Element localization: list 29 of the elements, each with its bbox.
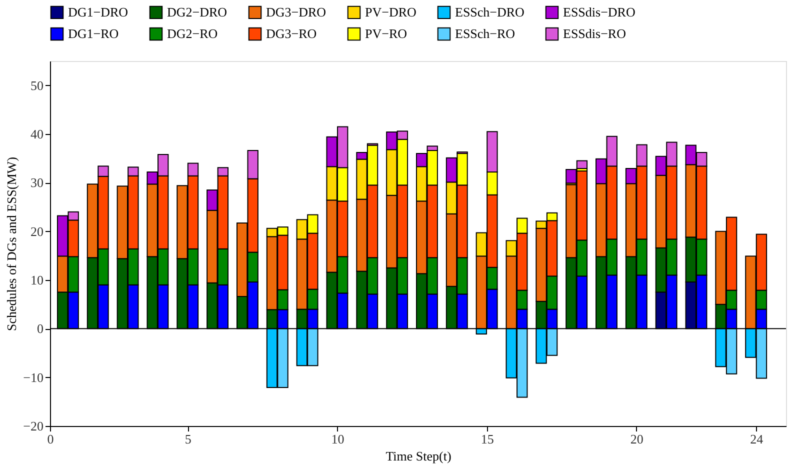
y-tick-label: 20: [30, 224, 44, 239]
legend-label: ESSdis−DRO: [563, 4, 636, 20]
legend-label: DG3−DRO: [266, 4, 326, 20]
x-tick-label: 15: [480, 432, 494, 446]
legend-label: DG1−DRO: [68, 4, 128, 20]
y-tick-label: 30: [30, 175, 44, 190]
legend-label: DG1−RO: [68, 26, 119, 41]
y-tick-label: −10: [23, 370, 44, 385]
y-tick-label: 40: [30, 126, 44, 142]
x-tick-label: 10: [331, 432, 344, 446]
y-tick-label: 0: [37, 321, 44, 336]
legend-label: DG2−DRO: [167, 4, 228, 20]
x-axis-title: Time Step(t): [386, 448, 452, 464]
x-tick-label: 24: [750, 432, 764, 446]
legend-label: PV−RO: [365, 26, 408, 41]
y-tick-label: 10: [30, 272, 44, 288]
x-tick-label: 5: [184, 432, 192, 446]
x-tick-label: 20: [630, 432, 644, 446]
y-tick-label: 50: [30, 78, 44, 93]
y-axis-title: Schedules of DGs and ESS(MW): [4, 156, 20, 332]
bar: [576, 160, 588, 170]
legend-label: DG2−RO: [167, 26, 218, 41]
y-tick-label: −20: [23, 418, 44, 434]
legend-label: ESSch−RO: [455, 26, 516, 41]
legend-label: ESSdis−RO: [563, 26, 626, 41]
legend-label: PV−DRO: [365, 4, 416, 20]
x-tick-label: 0: [47, 432, 54, 446]
legend-label: DG3−RO: [266, 26, 317, 41]
legend-label: ESSch−DRO: [455, 4, 524, 20]
